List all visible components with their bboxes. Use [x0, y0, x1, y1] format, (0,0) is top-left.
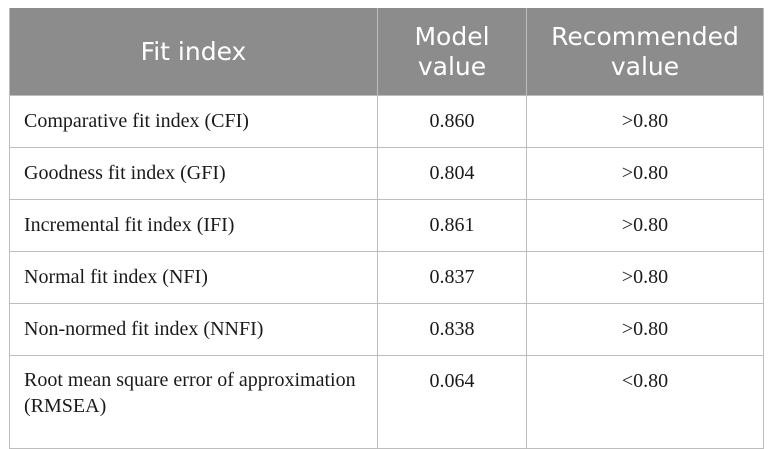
table-row: Non-normed fit index (NNFI) 0.838 >0.80 [9, 303, 764, 356]
model-value: 0.837 [377, 251, 527, 304]
fit-index-table: Fit index Model value Recommended value … [9, 8, 764, 449]
header-model-value: Model value [377, 8, 527, 96]
fit-index-name: Non-normed fit index (NNFI) [9, 303, 378, 356]
recommended-value: <0.80 [526, 355, 764, 449]
model-value: 0.064 [377, 355, 527, 449]
header-row: Fit index Model value Recommended value [9, 8, 764, 96]
recommended-value: >0.80 [526, 199, 764, 252]
table-row: Root mean square error of approximation … [9, 355, 764, 449]
table-row: Goodness fit index (GFI) 0.804 >0.80 [9, 147, 764, 200]
recommended-value: >0.80 [526, 303, 764, 356]
model-value: 0.804 [377, 147, 527, 200]
recommended-value: >0.80 [526, 251, 764, 304]
model-value: 0.860 [377, 95, 527, 148]
recommended-value: >0.80 [526, 95, 764, 148]
fit-index-name: Root mean square error of approximation … [9, 355, 378, 449]
fit-index-name: Comparative fit index (CFI) [9, 95, 378, 148]
fit-index-table-container: Fit index Model value Recommended value … [9, 8, 764, 449]
table-row: Incremental fit index (IFI) 0.861 >0.80 [9, 199, 764, 252]
header-fit-index: Fit index [9, 8, 378, 96]
header-recommended-value: Recommended value [526, 8, 764, 96]
table-row: Normal fit index (NFI) 0.837 >0.80 [9, 251, 764, 304]
fit-index-name: Goodness fit index (GFI) [9, 147, 378, 200]
fit-index-name: Normal fit index (NFI) [9, 251, 378, 304]
recommended-value: >0.80 [526, 147, 764, 200]
model-value: 0.838 [377, 303, 527, 356]
fit-index-name: Incremental fit index (IFI) [9, 199, 378, 252]
table-row: Comparative fit index (CFI) 0.860 >0.80 [9, 95, 764, 148]
model-value: 0.861 [377, 199, 527, 252]
